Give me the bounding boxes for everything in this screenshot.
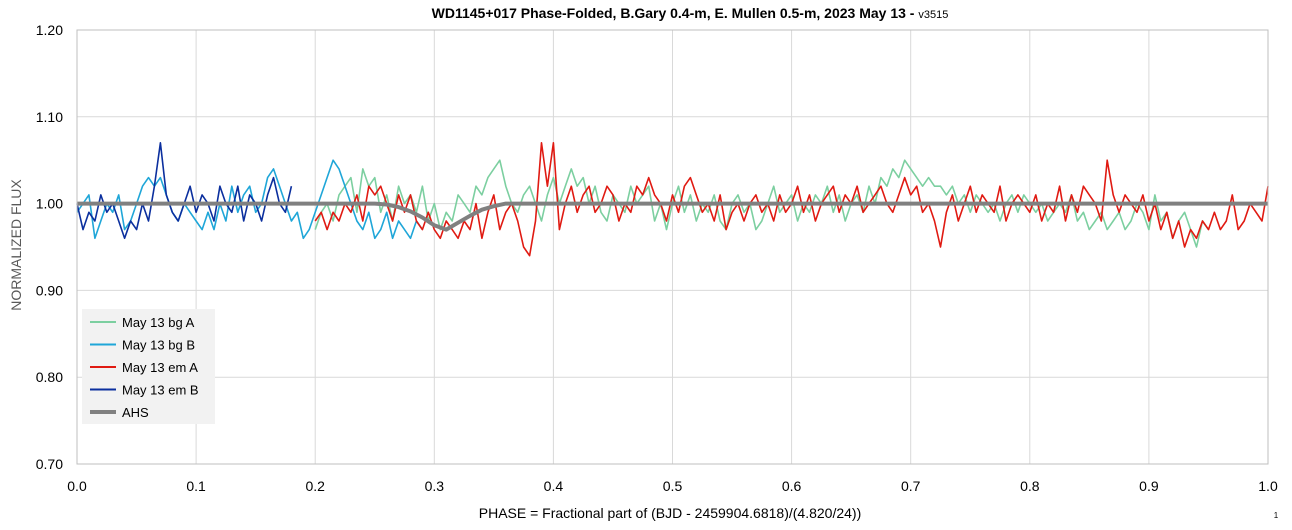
x-axis-title: PHASE = Fractional part of (BJD - 245990… <box>479 505 861 521</box>
corner-note: 1 <box>1274 511 1279 520</box>
series-layer <box>76 142 1269 257</box>
legend: May 13 bg A May 13 bg B May 13 em A May 13 … <box>82 309 215 424</box>
legend-label: AHS <box>122 405 149 420</box>
x-tick-label: 0.5 <box>663 478 683 494</box>
x-tick-label: 0.7 <box>901 478 921 494</box>
series-line-ahs <box>77 201 1268 232</box>
y-tick-label: 0.80 <box>36 369 63 385</box>
legend-label: May 13 em A <box>122 360 198 375</box>
y-axis-title: NORMALIZED FLUX <box>8 179 24 311</box>
x-tick-label: 1.0 <box>1258 478 1278 494</box>
y-tick-label: 0.90 <box>36 282 63 298</box>
ticks: 0.0 0.1 0.2 0.3 0.4 0.5 0.6 0.7 0.8 0.9 1.0 0.70 0.8… <box>36 22 1278 494</box>
x-tick-label: 0.9 <box>1139 478 1159 494</box>
plot-frame <box>76 29 1269 465</box>
series-line-may-13-bg-b <box>76 159 424 240</box>
y-tick-label: 1.10 <box>36 109 63 125</box>
y-tick-label: 1.00 <box>36 196 63 212</box>
x-tick-label: 0.2 <box>305 478 325 494</box>
legend-label: May 13 bg B <box>122 338 195 353</box>
chart-title-version: v3515 <box>918 9 948 21</box>
x-tick-label: 0.6 <box>782 478 802 494</box>
x-tick-label: 0.8 <box>1020 478 1040 494</box>
legend-label: May 13 bg A <box>122 315 195 330</box>
chart-title: WD1145+017 Phase-Folded, B.Gary 0.4-m, E… <box>432 5 949 21</box>
x-tick-label: 0.4 <box>544 478 564 494</box>
y-tick-label: 0.70 <box>36 456 63 472</box>
y-tick-label: 1.20 <box>36 22 63 38</box>
x-tick-label: 0.1 <box>186 478 206 494</box>
x-tick-label: 0.3 <box>425 478 445 494</box>
legend-label: May 13 em B <box>122 383 199 398</box>
x-tick-label: 0.0 <box>67 478 87 494</box>
chart-title-main: WD1145+017 Phase-Folded, B.Gary 0.4-m, E… <box>432 5 919 21</box>
